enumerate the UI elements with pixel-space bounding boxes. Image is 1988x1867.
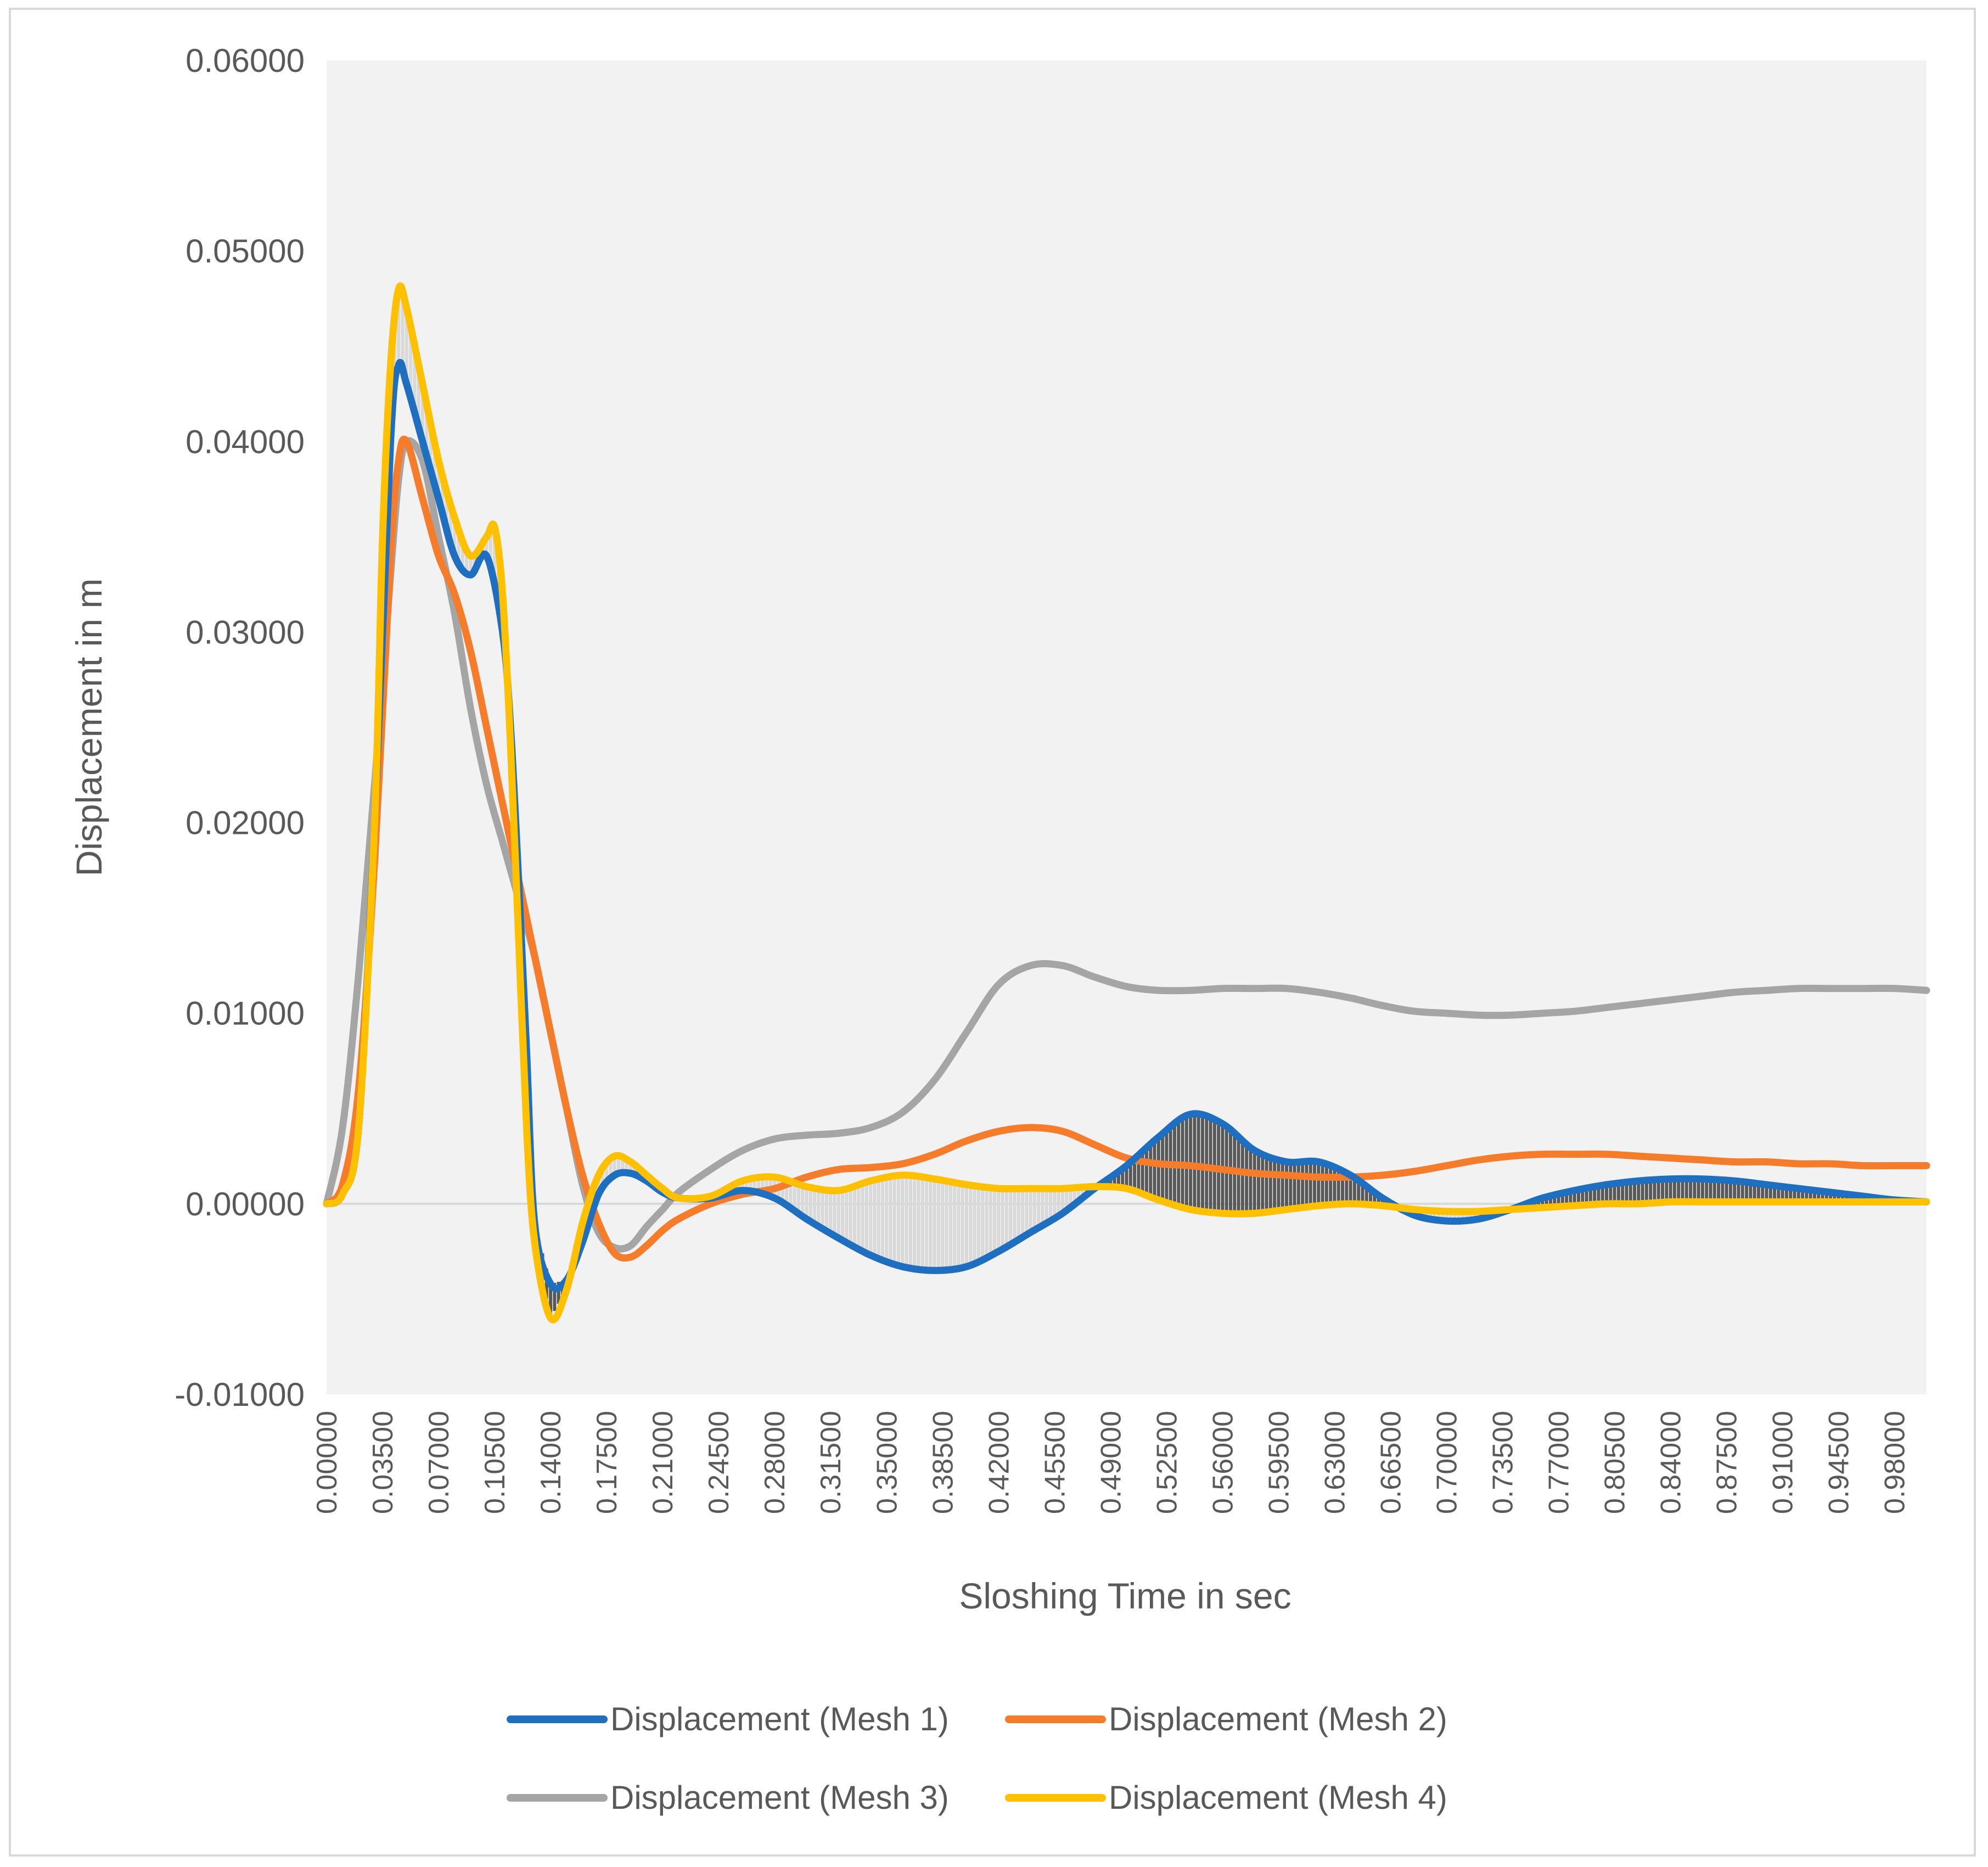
x-tick-label: 0.38500 bbox=[927, 1411, 959, 1514]
x-tick-label: 0.24500 bbox=[703, 1411, 735, 1514]
x-tick-label: 0.52500 bbox=[1151, 1411, 1183, 1514]
y-axis-ticks: -0.01000 0.00000 0.01000 0.02000 0.03000 0.04… bbox=[175, 42, 305, 1413]
x-tick-label: 0.59500 bbox=[1263, 1411, 1295, 1514]
y-tick-label: 0.05000 bbox=[186, 233, 305, 270]
x-tick-label: 0.21000 bbox=[647, 1411, 679, 1514]
x-tick-label: 0.63000 bbox=[1319, 1411, 1351, 1514]
x-tick-label: 0.42000 bbox=[983, 1411, 1015, 1514]
x-tick-label: 0.70000 bbox=[1431, 1411, 1463, 1514]
x-tick-label: 0.77000 bbox=[1543, 1411, 1575, 1514]
y-axis-title: Displacement in m bbox=[69, 579, 109, 877]
y-tick-label: 0.03000 bbox=[186, 614, 305, 651]
x-tick-label: 0.17500 bbox=[591, 1411, 623, 1514]
x-tick-label: 0.66500 bbox=[1375, 1411, 1407, 1514]
legend: Displacement (Mesh 1) Displacement (Mesh… bbox=[507, 1701, 1447, 1816]
x-tick-label: 0.94500 bbox=[1823, 1411, 1855, 1514]
x-tick-label: 0.98000 bbox=[1879, 1411, 1911, 1514]
x-tick-label: 0.49000 bbox=[1095, 1411, 1127, 1514]
series-line-mesh-4 bbox=[323, 282, 1930, 1324]
x-tick-label: 0.91000 bbox=[1767, 1411, 1799, 1514]
x-tick-label: 0.03500 bbox=[367, 1411, 399, 1514]
x-tick-label: 0.35000 bbox=[871, 1411, 903, 1514]
y-tick-label: 0.00000 bbox=[186, 1186, 305, 1223]
x-tick-label: 0.07000 bbox=[423, 1411, 455, 1514]
legend-label-mesh-3: Displacement (Mesh 3) bbox=[610, 1779, 949, 1816]
x-tick-label: 0.14000 bbox=[535, 1411, 567, 1514]
series-line-mesh-3 bbox=[323, 437, 1930, 1253]
x-tick-label: 0.45500 bbox=[1039, 1411, 1071, 1514]
x-axis-title: Sloshing Time in sec bbox=[959, 1576, 1291, 1616]
y-tick-label: 0.04000 bbox=[186, 423, 305, 460]
legend-item-mesh-4: Displacement (Mesh 4) bbox=[1005, 1779, 1447, 1816]
legend-item-mesh-1: Displacement (Mesh 1) bbox=[507, 1701, 949, 1737]
x-tick-label: 0.10500 bbox=[479, 1411, 511, 1514]
legend-label-mesh-2: Displacement (Mesh 2) bbox=[1109, 1701, 1447, 1737]
series-lines bbox=[323, 282, 1930, 1324]
legend-item-mesh-2: Displacement (Mesh 2) bbox=[1005, 1701, 1447, 1737]
x-tick-label: 0.28000 bbox=[759, 1411, 791, 1514]
x-tick-label: 0.00000 bbox=[311, 1411, 343, 1514]
y-tick-label: 0.06000 bbox=[186, 42, 305, 79]
x-axis-ticks: 0.00000 0.03500 0.07000 0.10500 0.14000 0.175… bbox=[311, 1411, 1911, 1514]
x-tick-label: 0.73500 bbox=[1487, 1411, 1519, 1514]
legend-label-mesh-1: Displacement (Mesh 1) bbox=[610, 1701, 949, 1737]
series-line-mesh-2 bbox=[323, 435, 1930, 1262]
x-tick-label: 0.87500 bbox=[1711, 1411, 1743, 1514]
x-tick-label: 0.56000 bbox=[1207, 1411, 1239, 1514]
x-tick-label: 0.80500 bbox=[1599, 1411, 1631, 1514]
legend-item-mesh-3: Displacement (Mesh 3) bbox=[507, 1779, 949, 1816]
x-tick-label: 0.84000 bbox=[1655, 1411, 1687, 1514]
y-tick-label: 0.02000 bbox=[186, 805, 305, 842]
y-tick-label: -0.01000 bbox=[175, 1376, 305, 1413]
legend-label-mesh-4: Displacement (Mesh 4) bbox=[1109, 1779, 1447, 1816]
y-tick-label: 0.01000 bbox=[186, 995, 305, 1032]
x-tick-label: 0.31500 bbox=[815, 1411, 847, 1514]
